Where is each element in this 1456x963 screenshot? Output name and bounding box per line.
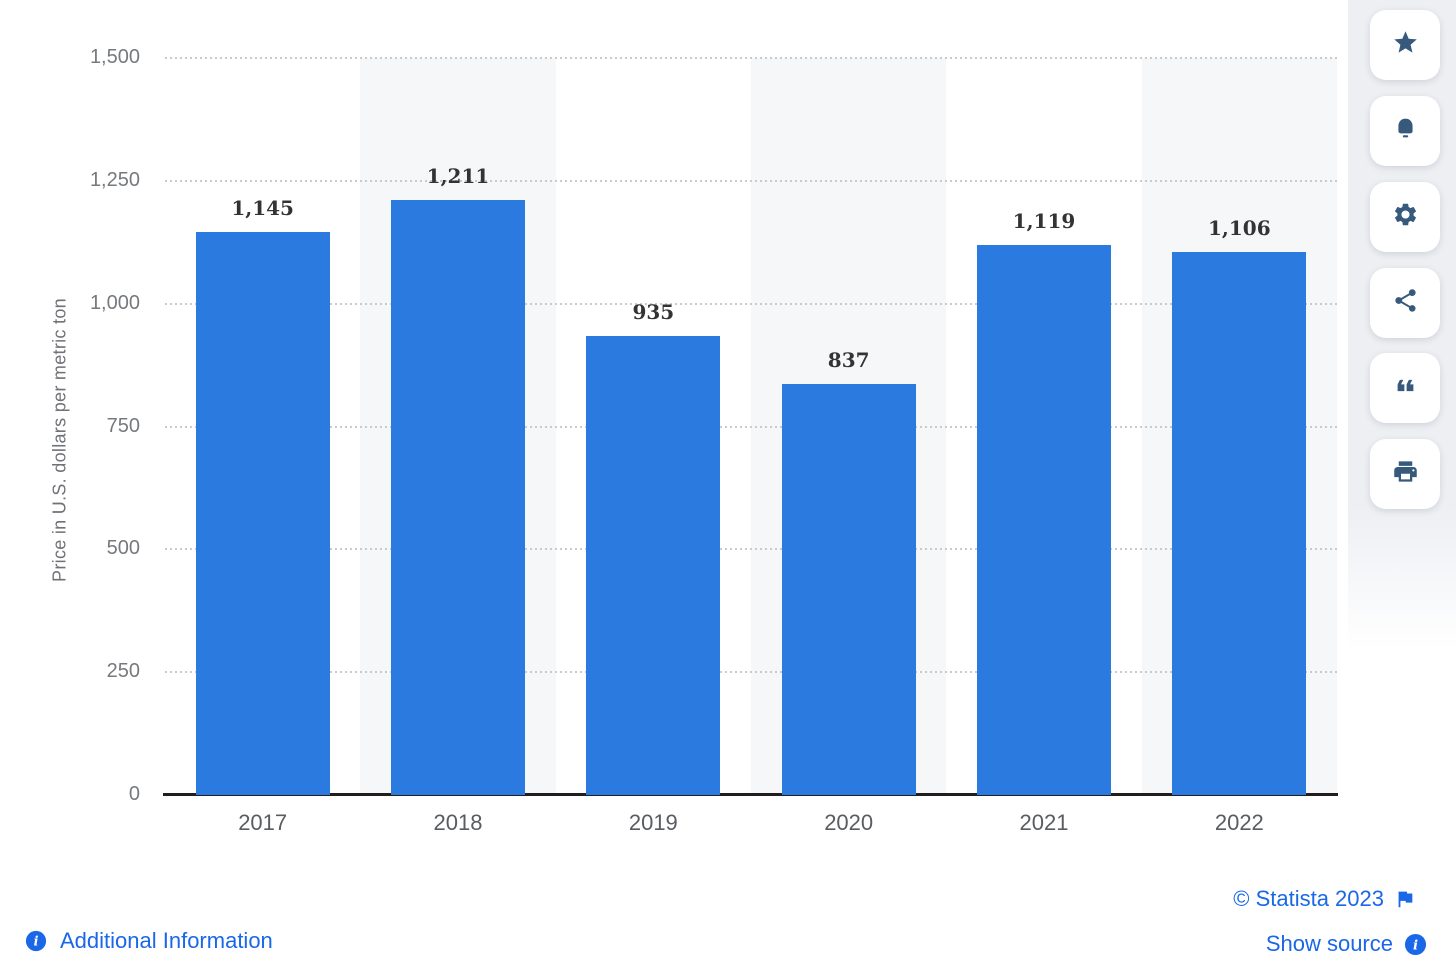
x-tick-label: 2020 — [824, 810, 874, 835]
y-tick-label: 250 — [106, 660, 140, 683]
gridline — [165, 179, 1337, 182]
additional-information-label: Additional Information — [60, 928, 273, 953]
gridline — [165, 548, 1337, 551]
y-tick-label: 1,250 — [89, 168, 140, 191]
statista-copyright-link[interactable]: © Statista 2023 — [1233, 886, 1416, 912]
y-axis-tick-labels: 0 250 500 750 1,000 1,250 1,500 — [0, 46, 140, 805]
svg-text:i: i — [34, 935, 39, 950]
bar-value-label: 1,119 — [1012, 209, 1076, 234]
x-axis-tick-labels: 2017 2018 2019 2020 2021 2022 — [165, 810, 1337, 840]
bar-2020[interactable] — [781, 383, 916, 795]
bar-2018[interactable] — [391, 200, 525, 795]
y-tick-label: 750 — [106, 414, 140, 437]
bell-icon — [1392, 115, 1419, 147]
bar-value-label: 935 — [632, 299, 675, 324]
x-tick-label: 2022 — [1214, 810, 1264, 835]
y-tick-label: 1,500 — [89, 46, 140, 68]
quote-icon — [1392, 372, 1419, 404]
info-icon: i — [1404, 933, 1427, 956]
print-button[interactable] — [1370, 439, 1440, 509]
plot-area: 1,145 1,211 935 837 1,119 1,106 — [165, 57, 1337, 795]
bar-2021[interactable] — [977, 245, 1111, 795]
cite-button[interactable] — [1370, 353, 1440, 423]
y-tick-label: 0 — [128, 783, 140, 805]
notifications-button[interactable] — [1370, 96, 1440, 166]
favorite-button[interactable] — [1370, 10, 1440, 80]
gridline — [165, 57, 1337, 59]
bar-value-label: 1,106 — [1208, 215, 1271, 240]
printer-icon — [1392, 458, 1419, 490]
bar-2017[interactable] — [195, 232, 330, 795]
show-source-link[interactable]: Show source i — [1265, 931, 1427, 957]
share-button[interactable] — [1370, 268, 1440, 338]
additional-information-link[interactable]: i Additional Information — [25, 928, 273, 954]
x-tick-label: 2017 — [238, 810, 288, 835]
settings-button[interactable] — [1370, 182, 1440, 252]
bar-value-label: 1,145 — [231, 196, 294, 221]
gridline — [165, 425, 1337, 428]
flag-icon — [1394, 888, 1416, 910]
y-tick-label: 500 — [106, 537, 140, 560]
gear-icon — [1392, 201, 1419, 233]
share-icon — [1392, 287, 1419, 319]
bar-value-label: 1,211 — [426, 163, 490, 188]
x-tick-label: 2021 — [1019, 810, 1069, 835]
x-axis-line — [163, 793, 1338, 796]
bar-value-label: 837 — [827, 347, 870, 372]
svg-text:i: i — [1413, 937, 1418, 953]
y-tick-label: 1,000 — [89, 291, 140, 314]
bar-2022[interactable] — [1172, 251, 1307, 795]
star-icon — [1392, 29, 1419, 61]
x-tick-label: 2018 — [433, 810, 483, 835]
info-icon: i — [25, 930, 47, 952]
show-source-label: Show source — [1265, 931, 1393, 956]
bar-2019[interactable] — [586, 335, 721, 795]
x-tick-label: 2019 — [628, 810, 678, 835]
gridline — [165, 302, 1337, 305]
gridline — [165, 671, 1337, 674]
copyright-label: © Statista 2023 — [1233, 886, 1384, 911]
